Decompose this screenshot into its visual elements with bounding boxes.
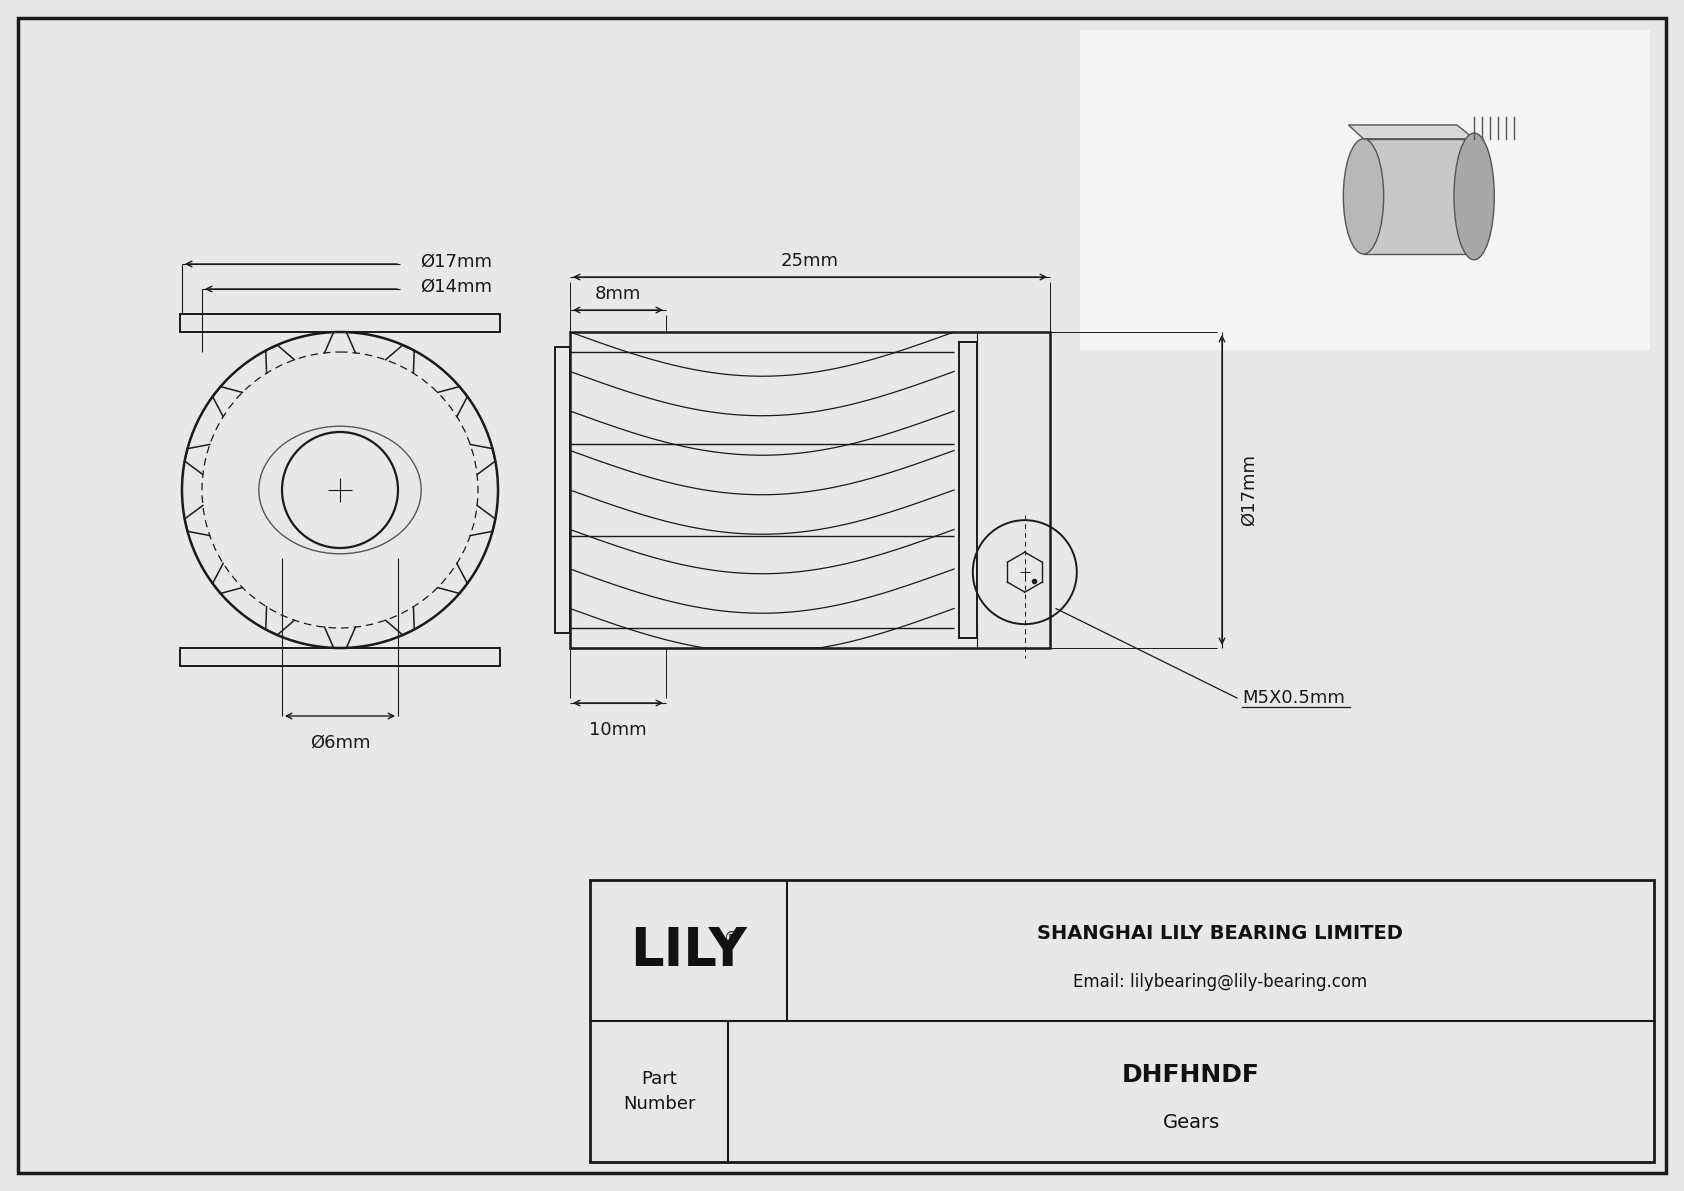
Text: ®: ® [724,931,739,946]
Text: Ø6mm: Ø6mm [310,734,370,752]
Text: Ø17mm: Ø17mm [419,252,492,272]
Text: Email: lilybearing@lily-bearing.com: Email: lilybearing@lily-bearing.com [1073,973,1367,991]
Polygon shape [1364,139,1474,254]
Bar [589,880,1654,1162]
Ellipse shape [1453,133,1494,260]
Text: Ø14mm: Ø14mm [419,278,492,297]
Bar [569,332,1051,648]
Text: Ø17mm: Ø17mm [1239,454,1258,526]
Polygon shape [1349,125,1474,139]
Bar [1079,30,1650,350]
Bar [180,648,500,666]
Bar [180,314,500,332]
Text: 10mm: 10mm [589,721,647,738]
Text: DHFHNDF: DHFHNDF [1122,1062,1260,1086]
Text: 8mm: 8mm [594,285,642,303]
Text: M5X0.5mm: M5X0.5mm [1243,690,1346,707]
Text: Gears: Gears [1162,1114,1219,1131]
Ellipse shape [1344,139,1384,254]
Text: SHANGHAI LILY BEARING LIMITED: SHANGHAI LILY BEARING LIMITED [1037,924,1403,943]
Bar [556,347,569,632]
Text: Part
Number: Part Number [623,1070,695,1114]
Text: LILY: LILY [630,924,746,977]
Bar [958,342,977,638]
Text: 25mm: 25mm [781,252,839,270]
